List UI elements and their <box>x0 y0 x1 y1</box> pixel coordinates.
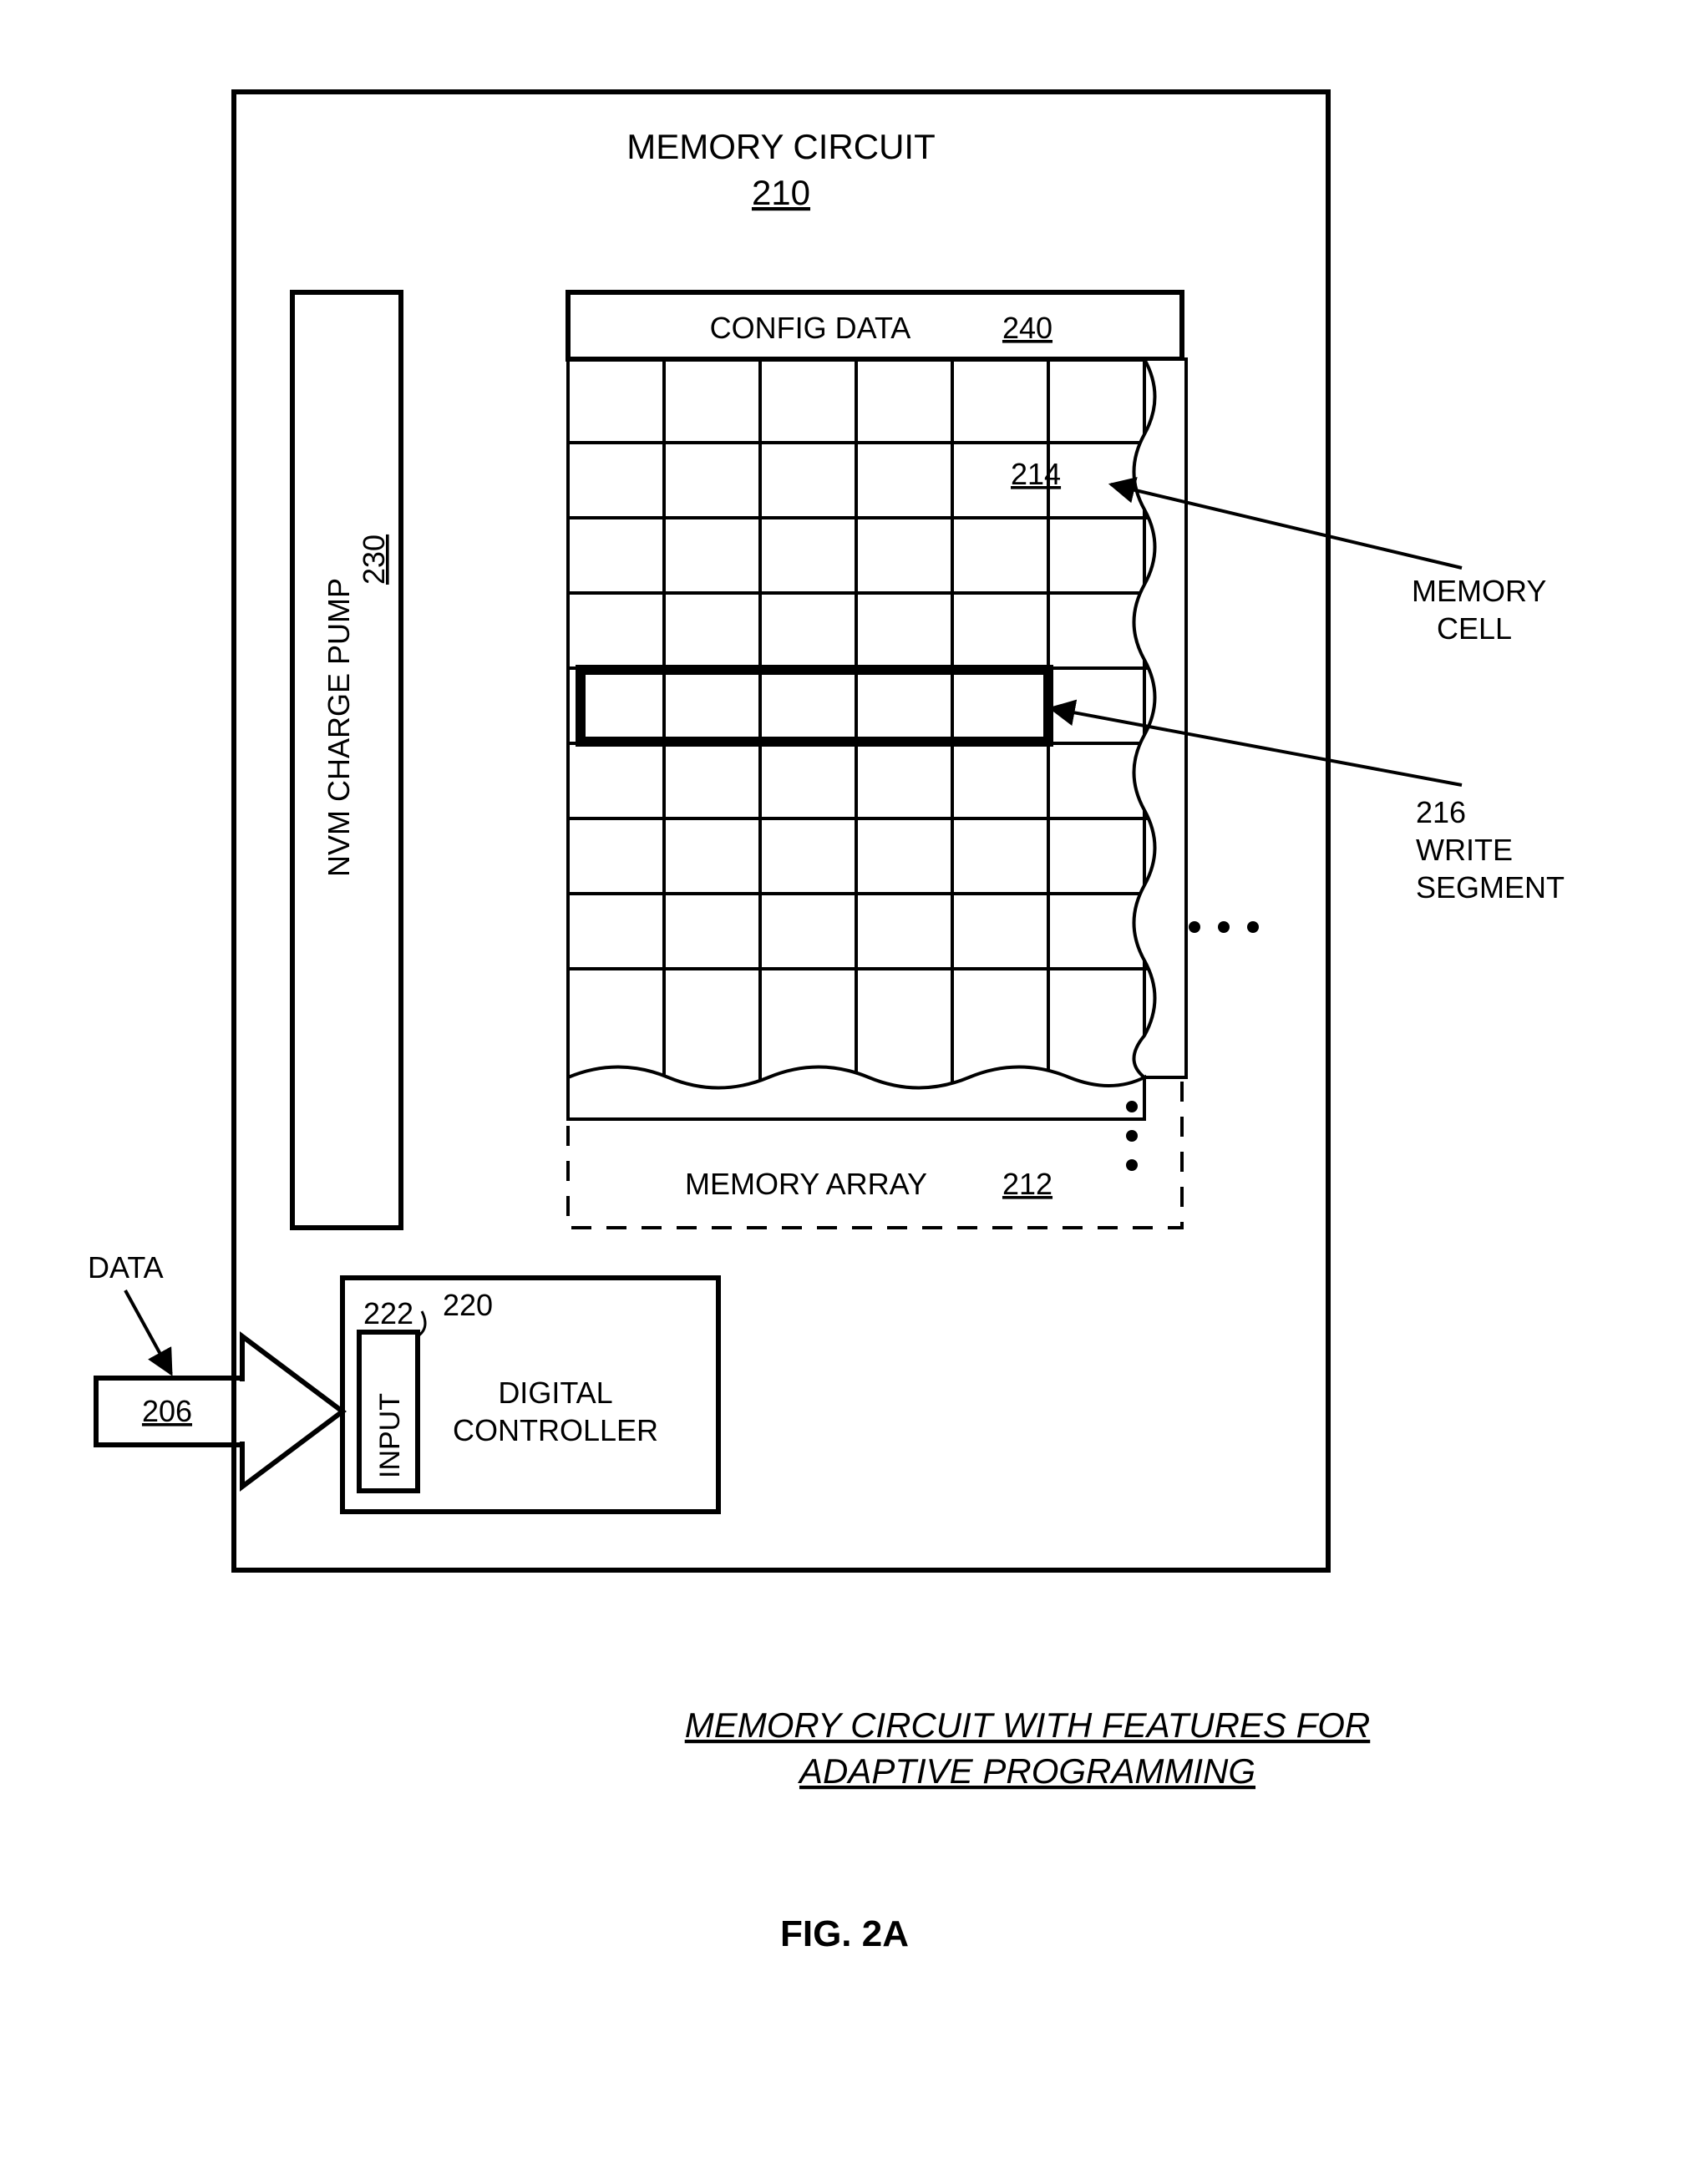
config-data-ref: 240 <box>1002 311 1052 345</box>
write-segment-callout-l1: WRITE <box>1416 833 1513 867</box>
write-segment-callout-arrow <box>1051 708 1462 785</box>
memory-cell-callout-l1: MEMORY <box>1412 574 1546 608</box>
continuation-dots-right <box>1189 921 1259 933</box>
memory-cell-ref: 214 <box>1011 457 1061 491</box>
memory-array-grid <box>568 359 1161 1094</box>
write-segment-highlight <box>581 670 1048 742</box>
grid-bottom-wavy-break <box>568 1067 1144 1120</box>
memory-array-label: MEMORY ARRAY <box>685 1167 927 1201</box>
input-ref: 222 <box>363 1296 413 1330</box>
memory-circuit-title: MEMORY CIRCUIT <box>626 127 935 166</box>
figure-label: FIG. 2A <box>780 1913 909 1954</box>
caption-line2: ADAPTIVE PROGRAMMING <box>797 1751 1255 1791</box>
digital-controller-label-l2: CONTROLLER <box>453 1413 658 1447</box>
caption-line1: MEMORY CIRCUIT WITH FEATURES FOR <box>685 1705 1371 1745</box>
data-arrow-lead <box>125 1290 171 1374</box>
nvm-charge-pump-label: NVM CHARGE PUMP <box>322 578 356 877</box>
memory-circuit-ref: 210 <box>752 173 810 212</box>
digital-controller-ref: 220 <box>443 1288 493 1322</box>
data-arrow-ref: 206 <box>142 1394 192 1428</box>
digital-controller-label-l1: DIGITAL <box>498 1376 612 1410</box>
input-label: INPUT <box>374 1393 406 1478</box>
data-arrow-label: DATA <box>88 1250 164 1285</box>
nvm-charge-pump-ref: 230 <box>357 535 391 585</box>
data-block-arrow <box>96 1336 342 1487</box>
memory-cell-callout-l2: CELL <box>1437 611 1512 646</box>
write-segment-callout-ref: 216 <box>1416 795 1466 829</box>
write-segment-callout-l2: SEGMENT <box>1416 870 1565 905</box>
config-data-label: CONFIG DATA <box>710 311 911 345</box>
memory-array-ref: 212 <box>1002 1167 1052 1201</box>
